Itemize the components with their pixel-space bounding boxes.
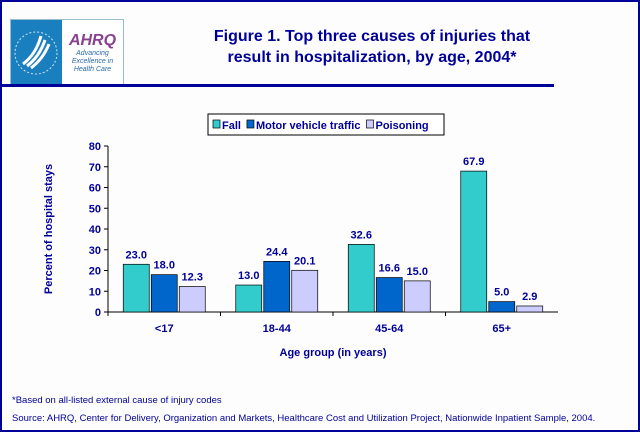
y-tick-label: 0 [95,307,101,319]
bar-fall [235,284,263,313]
legend-swatch-1 [246,119,255,129]
y-tick-label: 80 [89,141,101,153]
legend-swatch-2 [366,119,374,129]
footnote: *Based on all-listed external cause of i… [12,395,222,406]
y-tick-label: 60 [89,183,101,195]
data-label: 20.1 [294,255,315,267]
x-tick-label: 18-44 [263,323,292,335]
bar-chart: Fall Motor vehicle traffic Poisoning 0 10 20 3… [43,113,558,359]
legend-box [207,113,445,136]
y-tick-label: 30 [89,245,101,257]
y-tick-label: 50 [89,203,101,215]
y-tick-label: 10 [89,286,101,298]
x-axis-title: Age group (in years) [280,347,387,359]
source-note: Source: AHRQ, Center for Delivery, Organ… [12,413,596,424]
bar-motor-vehicle-traffic [488,301,516,313]
data-label: 32.6 [351,229,372,241]
bar-poisoning [178,286,206,313]
data-label: 15.0 [407,266,428,278]
x-tick-label: 65+ [492,323,511,335]
x-tick-label: 45-64 [375,323,404,335]
x-tick-label: <17 [155,323,174,335]
y-tick-label: 40 [89,224,101,236]
y-axis-title: Percent of hospital stays [43,164,55,294]
data-label: 2.9 [522,291,537,303]
hhs-eagle-logo [11,20,62,86]
data-label: 5.0 [494,287,509,299]
y-tick-label: 70 [89,162,101,174]
bar-poisoning [291,269,319,313]
y-tick-label: 20 [89,266,101,278]
bar-poisoning [516,305,544,313]
ahrq-logo: AHRQ Advancing Excellence in Health Care [10,19,124,87]
legend-label-1: Motor vehicle traffic [256,120,361,132]
legend-swatch-0 [212,119,221,129]
bar-fall [347,244,375,313]
bar-motor-vehicle-traffic [375,277,403,313]
data-label: 23.0 [126,249,147,261]
bar-motor-vehicle-traffic [263,261,291,313]
bar-motor-vehicle-traffic [150,274,178,313]
legend-label-0: Fall [222,120,241,132]
title-line-2: result in hospitalization, by age, 2004* [227,49,517,66]
header-divider [2,84,554,87]
chart-title: Figure 1. Top three causes of injuries t… [152,26,592,68]
data-label: 18.0 [154,260,175,272]
bar-fall [122,263,150,313]
data-label: 12.3 [182,271,203,283]
data-label: 67.9 [463,156,484,168]
data-label: 13.0 [238,270,259,282]
bar-fall [460,170,488,313]
data-label: 16.6 [379,263,400,275]
legend-label-2: Poisoning [375,120,428,132]
data-label: 24.4 [266,246,288,258]
bar-poisoning [403,280,431,313]
title-line-1: Figure 1. Top three causes of injuries t… [213,28,531,45]
